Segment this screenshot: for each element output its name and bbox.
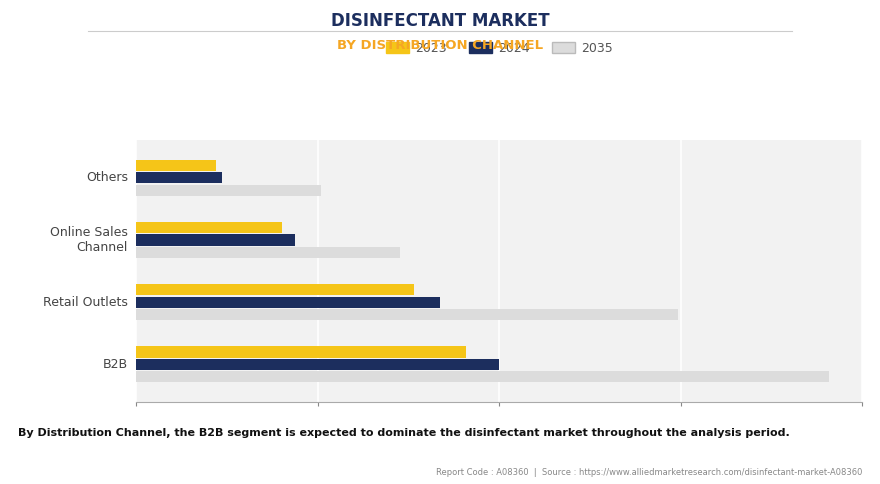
Bar xyxy=(136,297,440,308)
Text: BY DISTRIBUTION CHANNEL: BY DISTRIBUTION CHANNEL xyxy=(337,39,543,52)
Bar xyxy=(136,222,282,233)
Bar xyxy=(136,234,295,245)
Bar xyxy=(136,309,678,320)
Bar xyxy=(136,371,829,382)
Text: Report Code : A08360  |  Source : https://www.alliedmarketresearch.com/disinfect: Report Code : A08360 | Source : https://… xyxy=(436,468,862,477)
Bar xyxy=(136,160,216,171)
Legend: 2023, 2024, 2035: 2023, 2024, 2035 xyxy=(381,37,618,60)
Bar xyxy=(136,359,500,370)
Bar xyxy=(136,247,400,258)
Bar xyxy=(136,284,414,295)
Text: By Distribution Channel, the B2B segment is expected to dominate the disinfectan: By Distribution Channel, the B2B segment… xyxy=(18,428,789,439)
Bar xyxy=(136,184,321,196)
Bar xyxy=(136,172,223,183)
Text: DISINFECTANT MARKET: DISINFECTANT MARKET xyxy=(331,12,549,30)
Bar xyxy=(136,347,466,358)
